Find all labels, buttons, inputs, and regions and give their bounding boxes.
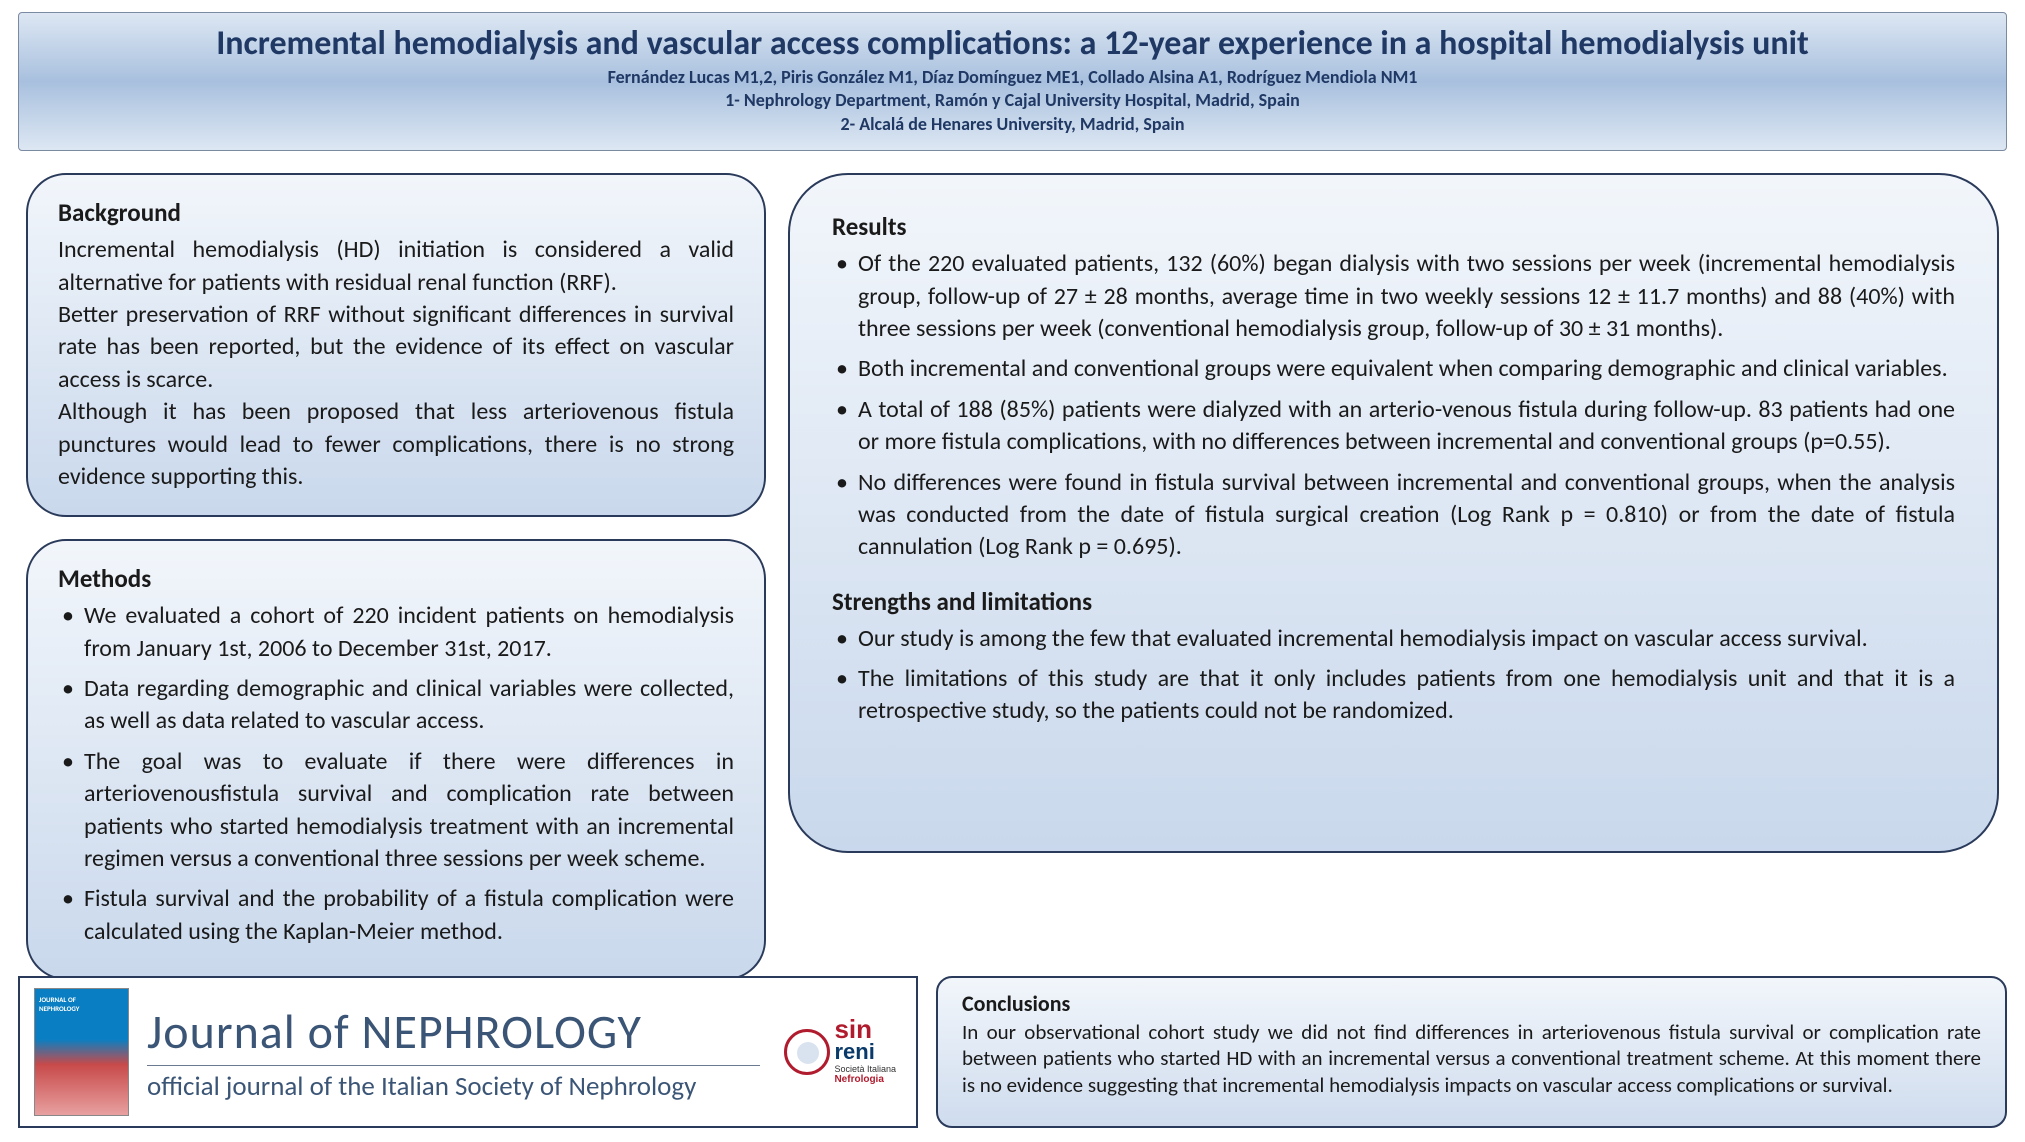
logo-line4: Nefrologia	[834, 1074, 896, 1085]
journal-text-block: Journal of NEPHROLOGY official journal o…	[147, 1002, 760, 1103]
list-item: Fistula survival and the probability of …	[58, 883, 734, 948]
left-column: Background Incremental hemodialysis (HD)…	[26, 173, 766, 980]
background-heading: Background	[58, 197, 734, 228]
methods-list: We evaluated a cohort of 220 incident pa…	[58, 600, 734, 948]
conclusions-heading: Conclusions	[962, 990, 1981, 1017]
background-p3: Although it has been proposed that less …	[58, 396, 734, 493]
conclusions-text: In our observational cohort study we did…	[962, 1019, 1981, 1098]
background-panel: Background Incremental hemodialysis (HD)…	[26, 173, 766, 517]
strengths-list: Our study is among the few that evaluate…	[832, 623, 1955, 728]
methods-panel: Methods We evaluated a cohort of 220 inc…	[26, 539, 766, 980]
journal-box: Journal of NEPHROLOGY official journal o…	[18, 976, 918, 1128]
journal-cover-icon	[34, 988, 129, 1116]
logo-label: sin reni Società Italiana Nefrologia	[834, 1019, 896, 1085]
background-p1: Incremental hemodialysis (HD) initiation…	[58, 234, 734, 299]
footer-row: Journal of NEPHROLOGY official journal o…	[18, 976, 2007, 1128]
list-item: The limitations of this study are that i…	[832, 663, 1955, 728]
sin-reni-logo: sin reni Società Italiana Nefrologia	[784, 1019, 896, 1085]
results-panel: Results Of the 220 evaluated patients, 1…	[788, 173, 1999, 853]
logo-line2: reni	[834, 1039, 874, 1064]
methods-heading: Methods	[58, 563, 734, 594]
background-p2: Better preservation of RRF without signi…	[58, 299, 734, 396]
journal-name: Journal of NEPHROLOGY	[147, 1002, 760, 1066]
poster-title: Incremental hemodialysis and vascular ac…	[39, 23, 1986, 64]
list-item: Our study is among the few that evaluate…	[832, 623, 1955, 655]
list-item: We evaluated a cohort of 220 incident pa…	[58, 600, 734, 665]
logo-line3: Società Italiana	[834, 1064, 896, 1074]
list-item: The goal was to evaluate if there were d…	[58, 746, 734, 876]
logo-circle-icon	[784, 1029, 830, 1075]
conclusions-panel: Conclusions In our observational cohort …	[936, 976, 2007, 1128]
list-item: A total of 188 (85%) patients were dialy…	[832, 394, 1955, 459]
authors-line: Fernández Lucas M1,2, Piris González M1,…	[39, 66, 1986, 89]
list-item: Of the 220 evaluated patients, 132 (60%)…	[832, 248, 1955, 345]
list-item: Data regarding demographic and clinical …	[58, 673, 734, 738]
list-item: Both incremental and conventional groups…	[832, 353, 1955, 385]
content-area: Background Incremental hemodialysis (HD)…	[0, 151, 2025, 980]
results-list: Of the 220 evaluated patients, 132 (60%)…	[832, 248, 1955, 564]
results-heading: Results	[832, 211, 1955, 242]
list-item: No differences were found in fistula sur…	[832, 467, 1955, 564]
strengths-heading: Strengths and limitations	[832, 586, 1955, 617]
right-column: Results Of the 220 evaluated patients, 1…	[788, 173, 1999, 980]
header-banner: Incremental hemodialysis and vascular ac…	[18, 12, 2007, 151]
journal-subtitle: official journal of the Italian Society …	[147, 1070, 760, 1103]
affiliation-1: 1- Nephrology Department, Ramón y Cajal …	[39, 89, 1986, 112]
affiliation-2: 2- Alcalá de Henares University, Madrid,…	[39, 113, 1986, 136]
